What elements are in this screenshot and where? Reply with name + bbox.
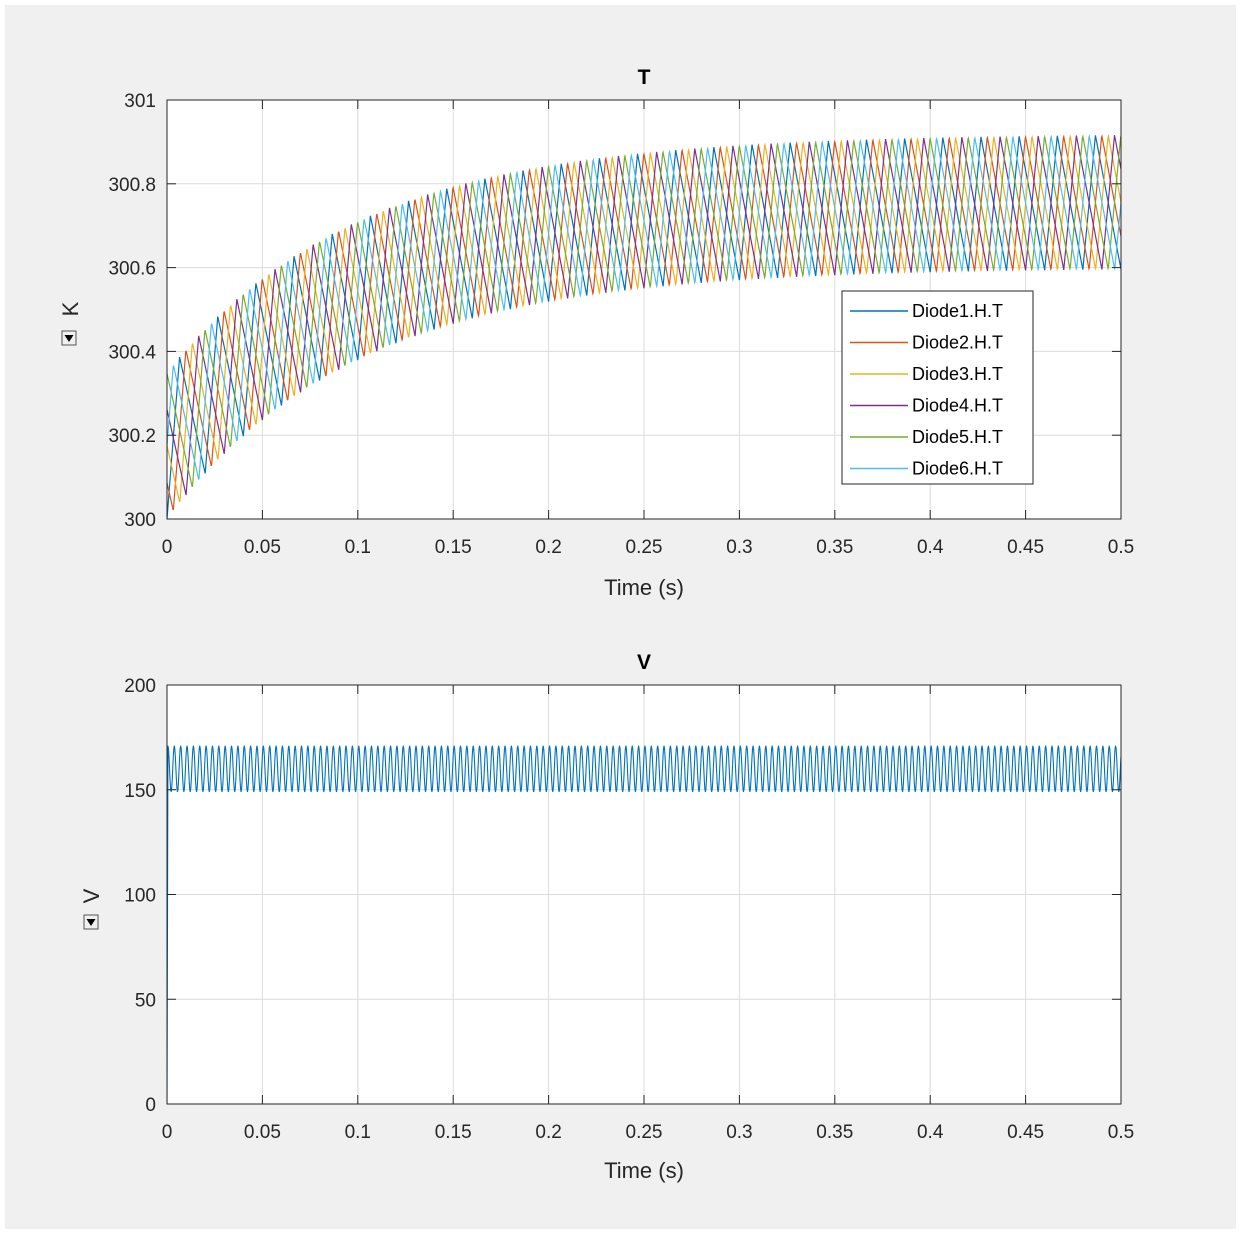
voltage-y-axis-label-group[interactable]: V <box>79 888 104 930</box>
x-tick-label: 0.1 <box>345 537 371 558</box>
y-tick-label: 300.2 <box>108 426 156 447</box>
y-tick-label: 300.6 <box>108 259 156 280</box>
voltage-axes[interactable]: 0 0.05 0.1 0.15 0.2 0.25 0.3 0.35 0.4 0.45 0.5 0 50… <box>79 651 1134 1183</box>
temperature-x-axis-label: Time (s) <box>604 575 684 600</box>
x-tick-label: 0.5 <box>1108 1122 1134 1143</box>
legend-label-diode3: Diode3.H.T <box>912 364 1003 384</box>
series-line-diode4 <box>167 135 1121 496</box>
temperature-axes[interactable]: 0 0.05 0.1 0.15 0.2 0.25 0.3 0.35 0.4 0.45 0.5 300… <box>58 66 1134 600</box>
temperature-y-tick-labels: 300 300.2 300.4 300.6 300.8 301 <box>108 91 156 531</box>
dropdown-arrow-icon <box>86 919 96 926</box>
x-tick-label: 0.1 <box>345 1122 371 1143</box>
voltage-series-lines <box>167 745 1121 1104</box>
voltage-x-tick-labels: 0 0.05 0.1 0.15 0.2 0.25 0.3 0.35 0.4 0.45 0.5 <box>162 1122 1135 1143</box>
legend-label-diode6: Diode6.H.T <box>912 459 1003 479</box>
x-tick-label: 0 <box>162 537 173 558</box>
y-tick-label: 100 <box>124 886 156 907</box>
figure-window: 0 0.05 0.1 0.15 0.2 0.25 0.3 0.35 0.4 0.45 0.5 300… <box>5 5 1236 1229</box>
voltage-series-line <box>167 745 1121 1104</box>
x-tick-label: 0.35 <box>816 1122 853 1143</box>
x-tick-label: 0.25 <box>626 537 663 558</box>
y-tick-label: 300.8 <box>108 175 156 196</box>
y-tick-label: 150 <box>124 781 156 802</box>
legend-label-diode2: Diode2.H.T <box>912 333 1003 353</box>
x-tick-label: 0.25 <box>626 1122 663 1143</box>
series-line-diode5 <box>167 134 1121 487</box>
voltage-chart-title: V <box>637 651 651 674</box>
y-tick-label: 50 <box>135 990 156 1011</box>
legend-label-diode5: Diode5.H.T <box>912 427 1003 447</box>
series-line-diode6 <box>167 134 1121 480</box>
voltage-ticks <box>166 684 1122 1105</box>
x-tick-label: 0.35 <box>816 537 853 558</box>
y-tick-label: 301 <box>124 91 156 112</box>
temperature-y-axis-label: K <box>58 301 83 316</box>
voltage-y-axis-label: V <box>79 888 104 903</box>
legend-box <box>841 290 1034 485</box>
legend-label-diode1: Diode1.H.T <box>912 301 1003 321</box>
x-tick-label: 0 <box>162 1122 173 1143</box>
y-tick-label: 300.4 <box>108 342 156 363</box>
temperature-series-lines <box>167 133 1121 519</box>
temperature-legend[interactable]: Diode1.H.T Diode2.H.T Diode3.H.T Diode4.H.T… <box>841 290 1034 485</box>
temperature-ticks <box>166 99 1122 520</box>
x-tick-label: 0.05 <box>244 1122 281 1143</box>
x-tick-label: 0.3 <box>726 537 752 558</box>
y-tick-label: 0 <box>145 1095 156 1116</box>
x-tick-label: 0.15 <box>435 537 472 558</box>
x-tick-label: 0.05 <box>244 537 281 558</box>
legend-label-diode4: Diode4.H.T <box>912 396 1003 416</box>
x-tick-label: 0.2 <box>535 537 561 558</box>
x-tick-label: 0.2 <box>535 1122 561 1143</box>
x-tick-label: 0.5 <box>1108 537 1134 558</box>
x-tick-label: 0.45 <box>1007 537 1044 558</box>
temperature-x-tick-labels: 0 0.05 0.1 0.15 0.2 0.25 0.3 0.35 0.4 0.45 0.5 <box>162 537 1135 558</box>
x-tick-label: 0.15 <box>435 1122 472 1143</box>
y-tick-label: 200 <box>124 676 156 697</box>
x-tick-label: 0.45 <box>1007 1122 1044 1143</box>
x-tick-label: 0.4 <box>917 1122 944 1143</box>
temperature-y-axis-label-group[interactable]: K <box>58 301 83 346</box>
temperature-chart-title: T <box>638 66 651 89</box>
voltage-x-axis-label: Time (s) <box>604 1158 684 1183</box>
voltage-y-tick-labels: 0 50 100 150 200 <box>124 676 156 1116</box>
x-tick-label: 0.4 <box>917 537 944 558</box>
figure-canvas: 0 0.05 0.1 0.15 0.2 0.25 0.3 0.35 0.4 0.45 0.5 300… <box>58 66 1134 1183</box>
dropdown-arrow-icon <box>64 335 74 342</box>
x-tick-label: 0.3 <box>726 1122 752 1143</box>
y-tick-label: 300 <box>124 510 156 531</box>
